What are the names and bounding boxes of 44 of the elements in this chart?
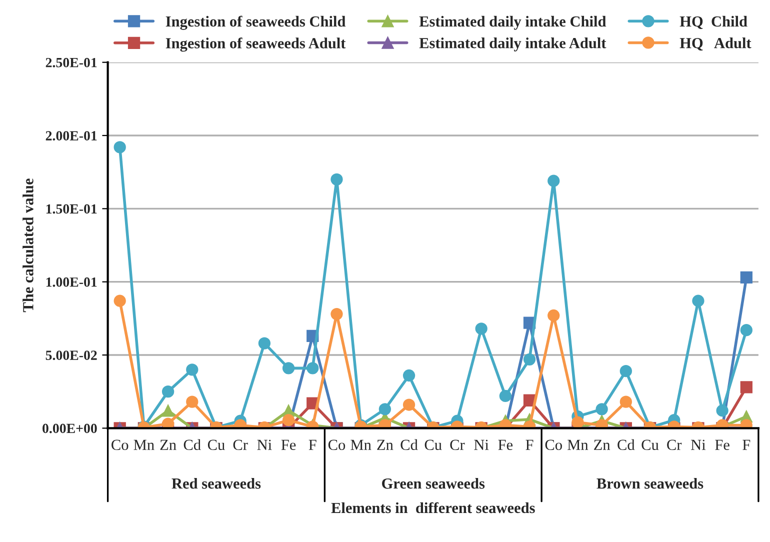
x-tick-label: F	[742, 440, 750, 450]
x-tick-label: Mn	[350, 440, 372, 450]
y-tick-label: 5.00E-02	[46, 350, 97, 360]
legend-label: HQ Adult	[680, 37, 752, 51]
y-tick-label: 0.00E+00	[42, 424, 97, 434]
x-tick-label: F	[526, 440, 534, 450]
y-tick-label: 2.00E-01	[46, 131, 97, 141]
x-tick-label: Zn	[160, 440, 176, 450]
x-tick-label: Cu	[642, 440, 659, 450]
legend-label: Ingestion of seaweeds Adult	[166, 38, 346, 52]
x-tick-label: Cd	[184, 439, 201, 450]
x-tick-label: Co	[328, 440, 346, 450]
legend-label: HQ Child	[680, 16, 748, 29]
x-tick-label: Ni	[474, 440, 489, 450]
text: Red seaweeds	[172, 478, 261, 489]
y-tick-label: 1.50E-01	[46, 204, 97, 214]
y-tick-label: 1.00E-01	[46, 277, 97, 287]
y-axis-title: The calculated value	[22, 178, 34, 312]
text: Brown seaweeds	[596, 478, 704, 489]
x-tick-label: Cd	[618, 439, 635, 450]
x-tick-label: Fe	[498, 440, 513, 450]
x-tick-label: Cr	[450, 440, 465, 450]
legend-label: Estimated daily intake Adult	[419, 38, 606, 52]
x-tick-label: Cu	[424, 440, 442, 450]
x-tick-label: Co	[545, 440, 562, 450]
x-tick-label: Ni	[691, 440, 706, 450]
x-tick-label: Ni	[257, 440, 272, 450]
x-tick-label: Cr	[233, 440, 248, 450]
x-axis-title: Elements in different seaweeds	[331, 502, 535, 514]
legend-label: Estimated daily intake Child	[419, 16, 606, 30]
x-tick-label: F	[308, 440, 316, 450]
text: Green seaweeds	[382, 478, 485, 489]
x-tick-label: Co	[112, 440, 128, 450]
y-tick-label: 2.50E-01	[46, 58, 97, 68]
legend-label: Ingestion of seaweeds Child	[166, 16, 346, 30]
x-tick-label: Fe	[281, 440, 296, 450]
x-tick-label: Zn	[377, 440, 394, 450]
x-tick-label: Zn	[594, 440, 610, 450]
x-tick-label: Mn	[568, 440, 588, 450]
x-tick-label: Fe	[715, 440, 730, 450]
x-tick-label: Cu	[208, 440, 225, 450]
x-tick-label: Cd	[400, 439, 418, 450]
x-tick-label: Cr	[667, 440, 682, 450]
x-tick-label: Mn	[134, 440, 154, 450]
